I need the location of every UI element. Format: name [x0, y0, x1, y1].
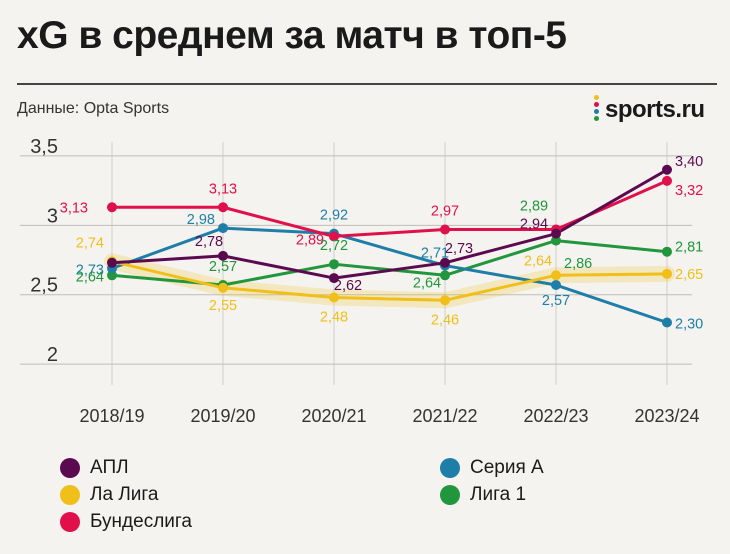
data-label-laliga: 2,55: [209, 298, 237, 314]
data-point-ligue1: [107, 270, 117, 281]
data-point-seriea: [218, 223, 228, 234]
legend-marker-icon: [60, 458, 80, 478]
data-label-ligue1: 2,64: [413, 275, 441, 291]
chart-legend: АПЛ Ла Лига Бундеслига Серия А Лига 1: [60, 455, 660, 535]
legend-item-seriea[interactable]: Серия А: [440, 455, 544, 481]
data-label-laliga: 2,46: [431, 312, 459, 328]
legend-label: АПЛ: [90, 457, 129, 478]
legend-label: Бундеслига: [90, 511, 192, 532]
data-label-apl: 2,73: [445, 241, 473, 257]
legend-item-apl[interactable]: АПЛ: [60, 455, 129, 481]
y-tick-label: 2,5: [30, 275, 58, 297]
data-label-ligue1: 2,81: [675, 240, 703, 256]
legend-label: Серия А: [470, 457, 544, 478]
data-label-laliga: 2,64: [524, 253, 552, 269]
data-source: Данные: Opta Sports: [17, 100, 170, 117]
x-tick-label: 2022/23: [523, 406, 588, 426]
x-tick-label: 2020/21: [301, 406, 366, 426]
data-point-laliga: [440, 295, 450, 306]
y-tick-label: 2: [47, 344, 58, 366]
data-point-bundesliga: [107, 202, 117, 213]
data-point-ligue1: [440, 270, 450, 281]
data-point-bundesliga: [218, 202, 228, 213]
series-line-laliga: [111, 259, 668, 302]
data-point-laliga: [218, 282, 228, 293]
data-label-ligue1: 2,72: [320, 238, 348, 254]
data-point-bundesliga: [329, 231, 339, 242]
data-point-apl: [107, 257, 117, 268]
data-point-bundesliga: [662, 175, 672, 186]
data-label-ligue1: 2,89: [520, 199, 548, 215]
legend-marker-icon: [60, 485, 80, 505]
data-label-apl: 3,40: [675, 154, 703, 170]
legend-marker-icon: [440, 458, 460, 478]
data-point-ligue1: [662, 246, 672, 257]
brand-name: sports.ru: [605, 96, 705, 123]
data-label-bundesliga: 2,89: [296, 232, 324, 248]
data-point-apl: [551, 228, 561, 239]
data-point-laliga: [551, 270, 561, 281]
data-point-laliga: [329, 292, 339, 303]
legend-item-ligue1[interactable]: Лига 1: [440, 482, 526, 508]
data-point-seriea: [662, 317, 672, 328]
data-label-ligue1: 2,86: [564, 256, 592, 272]
data-label-ligue1: 2,64: [76, 269, 104, 285]
data-label-seriea: 2,71: [421, 246, 449, 262]
data-label-seriea: 2,98: [187, 212, 215, 228]
x-tick-label: 2019/20: [190, 406, 255, 426]
x-tick-label: 2018/19: [79, 406, 144, 426]
brand-logo[interactable]: sports.ru: [593, 93, 705, 127]
data-label-seriea: 2,57: [542, 293, 570, 309]
x-tick-label: 2021/22: [412, 406, 477, 426]
data-point-ligue1: [551, 235, 561, 246]
data-label-bundesliga: 3,32: [675, 183, 703, 199]
data-label-seriea: 2,73: [76, 262, 104, 278]
data-point-seriea: [551, 280, 561, 291]
legend-marker-icon: [440, 485, 460, 505]
legend-label: Ла Лига: [90, 484, 159, 505]
data-label-apl: 2,94: [520, 217, 548, 233]
title-divider: [17, 83, 717, 85]
legend-label: Лига 1: [470, 484, 527, 505]
brand-dots-icon: [593, 95, 601, 125]
data-label-apl: 2,78: [195, 234, 223, 250]
data-label-seriea: 2,92: [320, 208, 348, 224]
data-label-seriea: 2,30: [675, 317, 703, 333]
legend-item-bundesliga[interactable]: Бундеслига: [60, 509, 192, 535]
data-label-laliga: 2,65: [675, 267, 703, 283]
data-point-apl: [662, 164, 672, 175]
data-label-bundesliga: 2,97: [431, 203, 459, 219]
data-label-laliga: 2,74: [76, 235, 104, 251]
series-line-apl: [111, 168, 668, 280]
data-point-ligue1: [329, 259, 339, 270]
y-tick-label: 3,5: [30, 136, 58, 158]
y-tick-label: 3: [47, 205, 58, 227]
data-point-apl: [218, 250, 228, 261]
x-tick-label: 2023/24: [634, 406, 699, 426]
data-label-bundesliga: 3,13: [209, 181, 237, 197]
legend-marker-icon: [60, 512, 80, 532]
legend-item-laliga[interactable]: Ла Лига: [60, 482, 158, 508]
data-point-bundesliga: [440, 224, 450, 235]
data-label-ligue1: 2,57: [209, 259, 237, 275]
data-label-bundesliga: 3,13: [60, 200, 88, 216]
series-line-seriea: [111, 226, 668, 324]
data-point-apl: [440, 257, 450, 268]
page-title: xG в среднем за матч в топ-5: [17, 14, 567, 57]
data-point-laliga: [662, 268, 672, 279]
data-point-apl: [329, 273, 339, 284]
data-label-apl: 2,62: [334, 278, 362, 294]
data-label-laliga: 2,48: [320, 310, 348, 326]
